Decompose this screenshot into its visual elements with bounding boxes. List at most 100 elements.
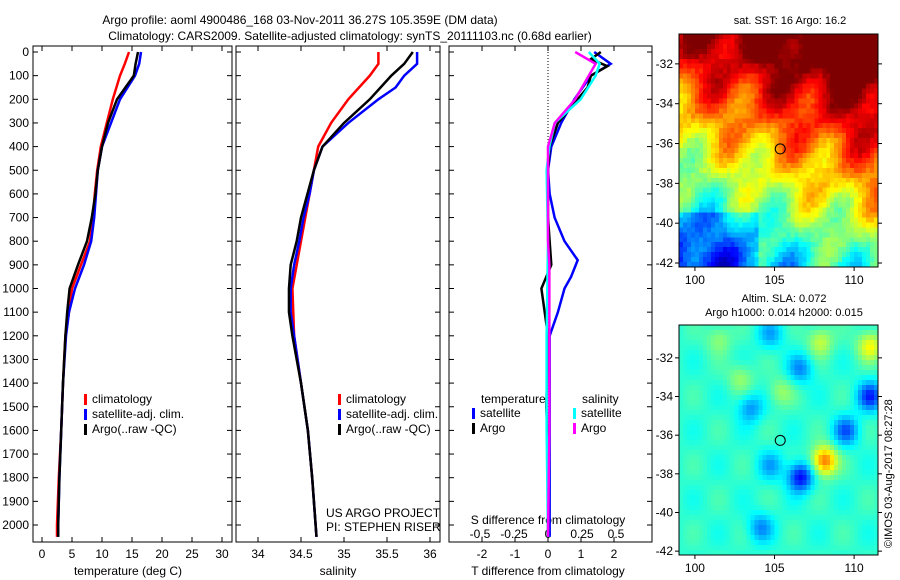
y-tick-label: 300 (9, 116, 29, 130)
x-tick-label: 0 (545, 547, 552, 561)
y-tick-label: 900 (9, 258, 29, 272)
salinity-line-2 (287, 51, 414, 537)
legend-swatch (573, 423, 576, 434)
title-line2: Climatology: CARS2009. Satellite-adjuste… (108, 29, 592, 43)
y-tick-label: -38 (656, 176, 674, 190)
legend-swatch (338, 409, 341, 420)
y-tick-label: 1800 (2, 471, 29, 485)
x-tick-label: 2 (611, 547, 618, 561)
x-tick-label: 100 (685, 561, 705, 575)
legend-label: satellite-adj. clim. (346, 407, 438, 421)
y-tick-label: 1000 (2, 282, 29, 296)
annotation: PI: STEPHEN RISER (326, 520, 441, 534)
x-tick-label: 30 (215, 547, 229, 561)
x-tick-label: 110 (845, 273, 864, 287)
legend-label: climatology (346, 392, 406, 406)
y-tick-label: 200 (9, 92, 29, 106)
y-tick-label: 1900 (2, 494, 29, 508)
difference-line-2 (545, 51, 602, 537)
y-tick-label: 1600 (2, 423, 29, 437)
difference-line-1 (540, 50, 611, 537)
y-tick-label: 1300 (2, 352, 29, 366)
x-axis-label: salinity (320, 564, 357, 578)
salinity-line-0 (291, 52, 380, 537)
y-tick-label: -36 (656, 428, 674, 442)
argo-location-marker (774, 143, 786, 155)
s-tick-label: 0.25 (570, 527, 594, 541)
legend-swatch (84, 394, 87, 405)
x-tick-label: 105 (765, 273, 785, 287)
x-tick-label: 35.5 (375, 547, 399, 561)
y-tick-label: -38 (656, 467, 674, 481)
x-tick-label: 36 (423, 547, 437, 561)
argo-location-marker (774, 434, 786, 446)
s-tick-label: -0.5 (470, 527, 491, 541)
y-tick-label: -42 (656, 256, 674, 270)
y-tick-label: 1700 (2, 447, 29, 461)
legend-swatch (338, 424, 341, 435)
legend-swatch (338, 394, 341, 405)
legend-swatch (84, 424, 87, 435)
difference-line-3 (546, 50, 598, 537)
x-tick-label: 1 (578, 547, 585, 561)
y-tick-label: 1200 (2, 329, 29, 343)
legend-label: climatology (92, 392, 152, 406)
sst-map (679, 34, 878, 267)
sla-map-title: Altim. SLA: 0.072 (742, 293, 827, 305)
legend-title: temperature (481, 392, 546, 406)
annotation: US ARGO PROJECT (326, 506, 441, 520)
x-tick-label: 110 (845, 561, 864, 575)
legend-swatch (472, 408, 475, 419)
legend-label: satellite (581, 406, 622, 420)
x-tick-label: 34 (251, 547, 265, 561)
y-tick-label: -32 (656, 57, 674, 71)
x-tick-label: 25 (185, 547, 199, 561)
y-tick-label: 2000 (2, 518, 29, 532)
x-tick-label: 10 (95, 547, 109, 561)
x-tick-label: -2 (477, 547, 488, 561)
legend-label: Argo(..raw -QC) (346, 422, 431, 436)
y-tick-label: -34 (656, 97, 674, 111)
temperature-line-2 (56, 51, 140, 537)
difference-panel: -2 -1 0 1 2 T difference from climatology -0.5… (448, 45, 653, 578)
y-tick-label: -40 (656, 505, 674, 519)
x-tick-label: 15 (125, 547, 139, 561)
y-tick-label: -36 (656, 137, 674, 151)
y-tick-label: -34 (656, 390, 674, 404)
y-tick-label: 500 (9, 163, 29, 177)
x-tick-label: 20 (155, 547, 169, 561)
y-tick-label: 700 (9, 211, 29, 225)
sla-map (679, 325, 878, 555)
x-tick-label: 35 (337, 547, 351, 561)
sla-map-axes: 100 105 110 -32 -34 -36 -38 -40 -42 (656, 324, 882, 575)
credit: ©IMOS 03-Aug-2017 08:27:28 (883, 399, 895, 548)
y-tick-label: 1100 (3, 305, 29, 319)
legend-label: Argo (480, 421, 506, 435)
plot-frame (448, 45, 653, 543)
y-tick-label: 100 (9, 69, 29, 83)
map-frame (678, 324, 879, 556)
y-tick-label: 400 (9, 140, 29, 154)
legend-swatch (84, 409, 87, 420)
x-tick-label: 100 (685, 273, 705, 287)
x-axis-label: temperature (deg C) (74, 564, 182, 578)
legend-label: satellite-adj. clim. (92, 407, 184, 421)
x-tick-label: -1 (510, 547, 521, 561)
sst-map-title: sat. SST: 16 Argo: 16.2 (734, 15, 847, 27)
legend-label: satellite (480, 406, 521, 420)
s-tick-label: 0.5 (608, 527, 625, 541)
title-line1: Argo profile: aoml 4900486_168 03-Nov-20… (102, 13, 497, 27)
plot-frame (32, 45, 233, 543)
salinity-panel: 34 34.5 35 35.5 36 salinity climatologysatelli… (235, 45, 441, 578)
y-tick-label: 800 (9, 234, 29, 248)
y-tick-label: 600 (9, 187, 29, 201)
y-tick-label: -40 (656, 216, 674, 230)
x-tick-label: 0 (39, 547, 46, 561)
y-tick-label: 0 (22, 45, 29, 59)
x-axis-label: T difference from climatology (471, 564, 625, 578)
legend-swatch (472, 423, 475, 434)
sla-map-subtitle: Argo h1000: 0.014 h2000: 0.015 (705, 307, 863, 319)
x-tick-label: 34.5 (289, 547, 313, 561)
sst-map-axes: 100 105 110 -32 -34 -36 -38 -40 -42 (656, 33, 882, 287)
